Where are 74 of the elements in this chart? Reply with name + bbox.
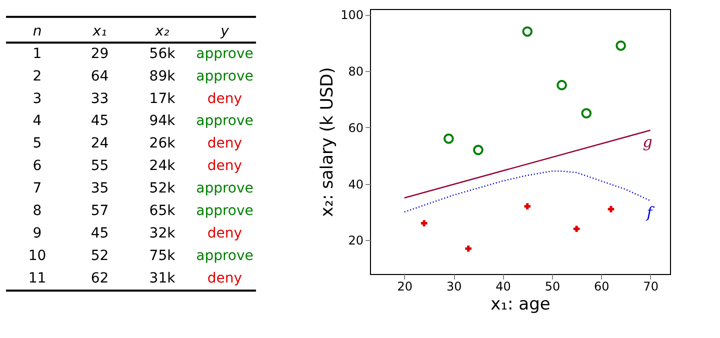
text: 56k [149,46,176,62]
text: x₂ [154,23,170,40]
text: approve [196,180,254,197]
text: approve [196,202,254,219]
point [556,80,567,90]
text: 35 [90,180,109,197]
text: 11 [28,270,46,286]
text: 8 [32,202,42,219]
text: deny [207,90,242,107]
y-tick-label: 100 [340,8,364,22]
text: 55 [90,158,109,174]
point [444,134,454,144]
text: 65k [149,202,176,219]
series-label: f [646,204,655,222]
series-label: g [642,133,652,152]
text: 32k [149,225,176,242]
text: 5 [32,136,42,152]
point [524,203,531,210]
text: 45 [90,113,109,130]
x-axis-title: x₁: age [490,294,550,314]
text: 52k [149,180,176,197]
text: 6 [32,158,42,174]
text: 17k [149,90,176,107]
text: 3 [32,90,42,107]
text: 7 [32,180,42,197]
text: deny [207,270,242,286]
text: 33 [90,90,109,107]
text: 31k [149,270,176,286]
text: 1 [32,46,42,62]
text: n [32,23,42,40]
text: 75k [149,248,176,264]
x-tick-label: 70 [643,280,658,294]
text: 45 [90,225,109,242]
text: 24 [90,136,109,152]
point [473,144,484,156]
text: 64 [90,68,109,84]
point [573,226,580,232]
point [608,206,614,212]
point [522,26,533,37]
y-tick-label: 80 [348,64,364,79]
text: 57 [90,202,109,219]
x-tick-label: 20 [397,280,413,294]
text: deny [207,136,242,152]
point [616,40,626,51]
text: y [220,23,230,40]
x-tick-label: 30 [446,280,462,294]
text: 26k [149,136,176,152]
y-tick-label: 20 [348,234,364,248]
text: approve [196,46,254,62]
text: approve [196,248,254,264]
x-tick-label: 60 [594,280,610,294]
text: deny [207,158,242,174]
text: 2 [32,68,42,84]
text: 94k [149,113,176,130]
text: 4 [32,113,42,130]
text: 89k [149,68,176,84]
text: deny [207,225,242,242]
x-tick-label: 50 [544,280,560,294]
text: 62 [90,270,109,286]
text: 10 [28,248,46,264]
text: 24k [149,158,176,174]
point [420,220,428,226]
y-tick-label: 40 [348,177,364,192]
point [581,108,592,118]
text: approve [196,68,254,84]
y-tick-label: 60 [348,120,364,135]
text: 29 [90,46,109,62]
text: x₁ [92,23,107,40]
text: 52 [90,248,109,264]
point [465,245,472,252]
text: 9 [32,225,42,242]
y-axis-title: x₂: salary (k USD) [318,67,338,217]
text: approve [196,113,254,130]
x-tick-label: 40 [496,280,511,294]
